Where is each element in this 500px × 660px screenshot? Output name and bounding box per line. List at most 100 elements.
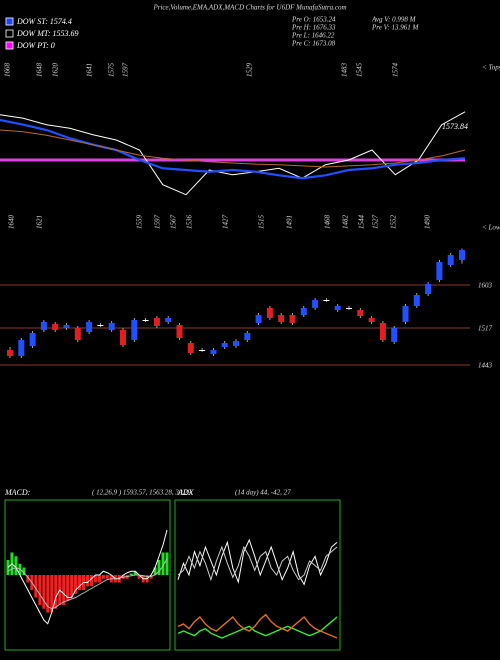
panel-title: ADX [177,488,195,497]
histogram-bar [42,575,46,609]
candle-body [108,323,115,330]
histogram-bar [78,575,82,590]
low-label: 1482 [342,215,350,230]
candle-body [131,320,138,340]
candle-body [425,284,432,294]
histogram-bar [97,575,101,583]
histogram-bar [74,575,78,594]
low-label: 1527 [372,215,380,230]
candle-body [210,350,217,354]
candle-body [300,308,307,315]
histogram-bar [22,567,26,575]
stat: Pre V: 13.961 M [371,24,419,32]
stat: Pre C: 1673.08 [291,40,336,48]
top-label: 1529 [246,63,254,78]
candle-body [233,341,239,346]
low-label: 1544 [358,215,366,230]
candle-body [153,318,160,326]
stat: Pre H: 1676.33 [291,24,336,32]
adx-line [177,545,338,582]
candle-body [29,333,36,346]
low-label: 1559 [136,215,144,230]
candle-body [459,250,465,260]
candle-body [176,325,183,338]
histogram-bar [26,575,30,583]
candle-body [266,308,273,318]
candle-body [436,262,443,280]
low-label: 1567 [170,215,178,230]
histogram-bar [86,575,89,587]
candle-body [142,320,149,321]
top-label: 1620 [52,63,60,78]
candle-body [120,330,126,345]
candle-body [312,300,319,308]
chart-title: Price,Volume,EMA,ADX,MACD Charts for U6D… [152,4,346,12]
candle-body [221,343,228,347]
candle-body [18,340,25,356]
legend-swatch [5,29,14,38]
top-label: 1648 [36,63,44,78]
line-series [0,118,466,180]
low-label: 1552 [390,215,398,230]
histogram-bar [70,575,74,598]
candle-body [413,295,420,306]
low-label: 1621 [36,215,44,229]
histogram-bar [153,567,157,575]
histogram-bar [62,575,66,605]
candle-body [334,306,341,310]
low-label: 1640 [8,215,16,230]
panel-subtitle: ( 12,26,9 ) 1593.57, 1563.28, 30.29 [92,489,192,497]
candle-body [346,308,352,309]
top-label: 1574 [392,63,400,78]
candle-body [278,315,285,322]
histogram-bar [54,575,58,609]
adx-line [177,613,338,639]
candle-body [289,315,296,323]
histogram-bar [38,575,42,605]
histogram-bar [34,575,38,598]
histogram-bar [89,575,93,587]
candle-body [244,333,251,340]
legend-swatch [5,41,14,50]
top-label: 1597 [122,63,130,78]
histogram-bar [50,575,54,613]
histogram-bar [165,552,169,575]
top-label: 1575 [108,63,116,78]
candle-body [357,310,364,316]
legend-label: DOW ST: 1574.4 [16,17,72,26]
lows-note: < Lows [482,224,500,232]
histogram-bar [161,552,165,575]
y-tick-label: 1517 [478,325,493,333]
candle-body [391,328,398,342]
candle-body [165,318,172,322]
candle-body [323,300,330,301]
top-label: 1545 [356,63,364,78]
line-series [0,111,466,196]
candle-body [368,318,375,322]
adx-line [177,616,338,639]
top-label: 1668 [4,63,12,78]
low-label: 1490 [424,215,432,230]
histogram-bar [93,575,97,583]
macd-line [7,529,168,625]
adx-line [177,538,338,586]
candle-body [86,322,93,332]
candle-body [97,325,104,326]
candle-body [187,343,194,353]
panel-title: MACD: [4,488,31,497]
candle-body [52,324,59,330]
y-tick-label: 1603 [478,282,493,290]
histogram-bar [46,575,50,613]
histogram-bar [137,575,141,579]
low-label: 1536 [186,215,194,230]
candle-body [40,322,47,330]
legend-label: DOW PT: 0 [16,41,55,50]
low-label: 1515 [258,215,266,230]
candle-body [63,325,70,328]
candle-body [402,306,409,322]
histogram-bar [66,575,70,602]
low-label: 1597 [154,215,162,230]
low-label: 1468 [324,215,332,230]
